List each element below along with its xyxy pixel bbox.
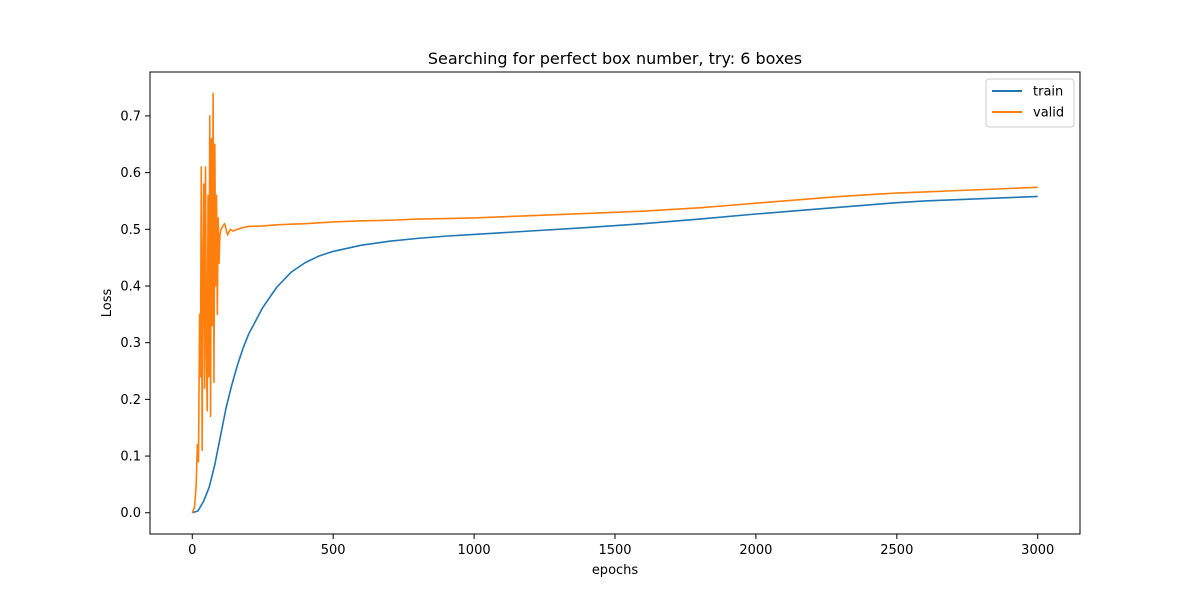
- legend: train valid: [985, 78, 1075, 128]
- y-tick-label: 0.1: [120, 450, 141, 465]
- x-tick-label: 0: [188, 543, 196, 558]
- y-tick-label: 0.6: [120, 166, 141, 181]
- y-axis-label: Loss: [100, 289, 115, 318]
- y-tick-label: 0.5: [120, 223, 141, 238]
- x-tick-label: 3000: [1021, 543, 1054, 558]
- x-tick-label: 1500: [598, 543, 631, 558]
- series-line-valid: [191, 92, 1038, 514]
- y-tick-label: 0.4: [120, 279, 141, 294]
- legend-label-valid: valid: [1033, 106, 1064, 121]
- legend-label-train: train: [1033, 85, 1063, 100]
- x-tick-label: 1000: [458, 543, 491, 558]
- series-layer: [191, 92, 1038, 514]
- x-axis: 0 500 1000 1500 2000 2500 3000: [188, 534, 1054, 558]
- y-tick-label: 0.7: [120, 109, 141, 124]
- y-tick-label: 0.0: [120, 506, 141, 521]
- x-axis-label: epochs: [592, 563, 639, 578]
- y-axis: 0.0 0.1 0.2 0.3 0.4 0.5 0.6 0.7: [120, 109, 150, 521]
- y-tick-label: 0.2: [120, 393, 141, 408]
- series-line-train: [192, 195, 1038, 514]
- chart-title: Searching for perfect box number, try: 6…: [428, 49, 802, 68]
- x-tick-label: 500: [321, 543, 346, 558]
- x-tick-label: 2500: [880, 543, 913, 558]
- x-tick-label: 2000: [739, 543, 772, 558]
- y-tick-label: 0.3: [120, 336, 141, 351]
